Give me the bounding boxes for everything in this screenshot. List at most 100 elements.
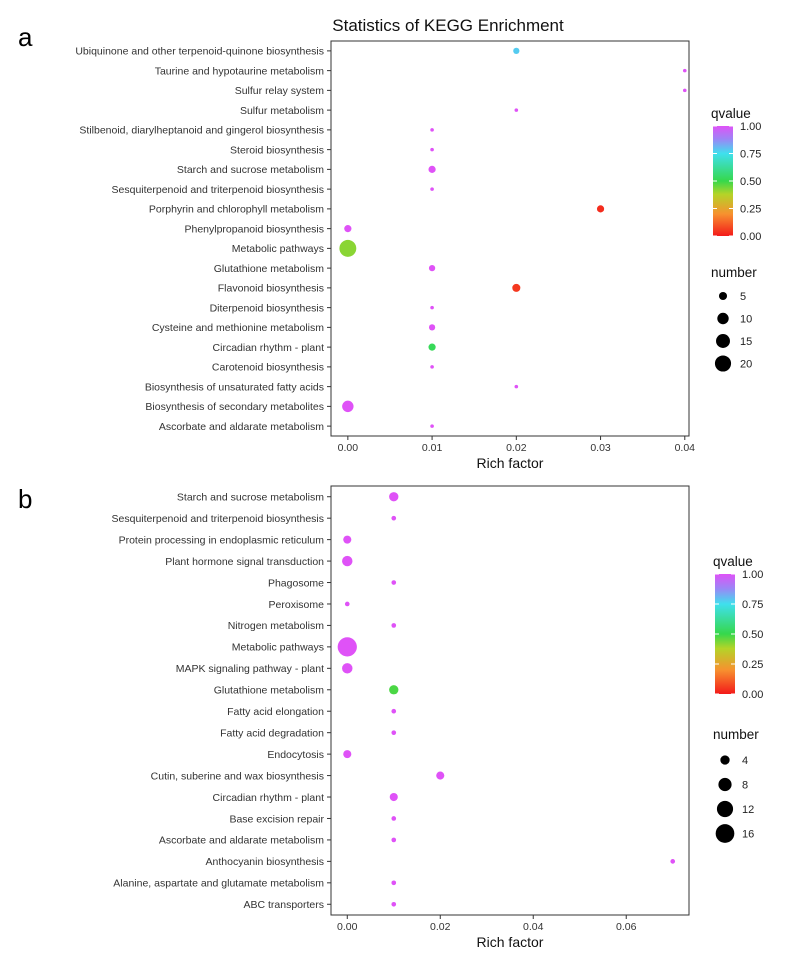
panel-a-point: [596, 205, 605, 213]
panel-a-point: [682, 68, 687, 73]
panel-b-x-tick-label: 0.02: [430, 921, 451, 933]
panel-b-point: [391, 837, 397, 843]
panel-a-point: [430, 365, 434, 369]
panel-b-point: [389, 792, 398, 802]
panel-b-point: [391, 901, 397, 907]
panel-a-qvalue-legend-label: 0.50: [740, 176, 761, 188]
panel-b-number-legend-dot: [718, 777, 732, 792]
panel-b: Starch and sucrose metabolism Sesquiterpe…: [112, 485, 763, 950]
panel-a-pathway-label: Starch and sucrose metabolism: [177, 164, 324, 176]
panel-a-pathway-label: Sulfur relay system: [235, 85, 325, 97]
panel-a-pathway-label: Stilbenoid, diarylheptanoid and gingerol…: [79, 125, 324, 137]
panel-a-point: [428, 165, 436, 173]
panel-b-pathway-label: Phagosome: [268, 577, 324, 589]
panel-b-point: [391, 708, 397, 714]
panel-a-number-legend-title: number: [711, 265, 757, 280]
panel-b-pathway-label: Ascorbate and aldarate metabolism: [159, 835, 324, 847]
panel-a-pathway-label: Metabolic pathways: [232, 243, 324, 255]
panel-b-number-legend-dot: [716, 800, 734, 818]
panel-b-point: [670, 859, 676, 864]
panel-a-plot-frame: [330, 40, 690, 437]
panel-a-point: [339, 239, 357, 257]
panel-a-pathway-label: Carotenoid biosynthesis: [212, 362, 324, 374]
panel-a-qvalue-legend-label: 0.00: [740, 231, 761, 243]
panel-b-point: [391, 816, 397, 821]
panel-b-point: [342, 663, 353, 674]
panel-b-plot-frame: [330, 485, 690, 916]
panel-b-pathway-label: Protein processing in endoplasmic reticu…: [119, 534, 325, 546]
panel-a-pathway-label: Sulfur metabolism: [240, 105, 324, 117]
panel-a-pathway-label: Cysteine and methionine metabolism: [152, 322, 324, 334]
panel-b-point: [389, 685, 399, 695]
panel-b-pathway-label: Cutin, suberine and wax biosynthesis: [151, 770, 324, 782]
panel-b-pathway-label: Metabolic pathways: [232, 642, 324, 654]
panel-b-point: [389, 492, 399, 502]
panel-a-x-tick-label: 0.03: [590, 442, 611, 454]
panel-b-number-legend-dot: [715, 824, 735, 843]
panel-a-pathway-label: Taurine and hypotaurine metabolism: [155, 65, 325, 77]
panel-b-point: [343, 750, 352, 759]
panel-b-number-legend-title: number: [713, 727, 759, 742]
panel-a-pathway-label: Steroid biosynthesis: [230, 144, 324, 156]
panel-a-pathway-label: Diterpenoid biosynthesis: [210, 302, 324, 314]
panel-b-qvalue-legend-label: 1.00: [742, 569, 763, 581]
panel-a-point: [514, 108, 519, 112]
panel-a-number-legend-label: 10: [740, 314, 752, 326]
panel-a-pathway-label: Phenylpropanoid biosynthesis: [184, 223, 324, 235]
panel-a-x-tick-label: 0.02: [506, 442, 527, 454]
panel-a-qvalue-legend-title: qvalue: [711, 106, 751, 121]
panel-a-title: Statistics of KEGG Enrichment: [332, 16, 564, 35]
panel-a-number-legend-dot: [714, 355, 732, 372]
panel-b-pathway-label: Starch and sucrose metabolism: [177, 492, 324, 504]
panel-a-point: [512, 283, 521, 292]
panel-a-pathway-label: Biosynthesis of unsaturated fatty acids: [145, 381, 324, 393]
panel-b-pathway-label: Sesquiterpenoid and triterpenoid biosynt…: [112, 513, 324, 525]
panel-a-x-axis-title: Rich factor: [477, 455, 544, 471]
panel-a-number-legend-dot: [717, 312, 729, 325]
panel-b-number-legend-label: 8: [742, 780, 748, 792]
panel-b-pathway-label: Fatty acid degradation: [220, 727, 324, 739]
panel-b-point: [343, 535, 352, 544]
panel-a-qvalue-legend-label: 0.75: [740, 149, 761, 161]
panel-b-qvalue-legend-label: 0.50: [742, 629, 763, 641]
panel-a-point: [428, 343, 436, 351]
panel-a-qvalue-legend-label: 1.00: [740, 121, 761, 133]
panel-b-point: [391, 730, 397, 736]
panel-b-point: [344, 601, 350, 607]
panel-b-qvalue-legend-title: qvalue: [713, 554, 753, 569]
panel-b-point: [342, 555, 353, 567]
panel-a-point: [428, 324, 436, 331]
panel-a-pathway-label: Glutathione metabolism: [214, 263, 325, 275]
panel-a-x-tick-label: 0.01: [422, 442, 443, 454]
panel-b-number-legend-label: 12: [742, 804, 754, 816]
panel-a-point: [342, 400, 354, 413]
panel-b-qvalue-colorbar: [715, 574, 735, 694]
panel-b-x-tick-label: 0.06: [616, 921, 637, 933]
panel-a-pathway-label: Ubiquinone and other terpenoid-quinone b…: [75, 46, 324, 58]
panel-b-number-legend-dot: [720, 755, 730, 765]
panel-b-point: [391, 515, 397, 521]
panel-a-point: [430, 128, 434, 132]
panel-b-pathway-label: Base excision repair: [229, 813, 324, 825]
panel-a-pathway-label: Ascorbate and aldarate metabolism: [159, 421, 324, 433]
panel-a-point: [682, 88, 687, 93]
panel-a-x-tick-label: 0.00: [338, 442, 359, 454]
panel-a-pathway-label: Flavonoid biosynthesis: [218, 283, 324, 295]
panel-b-point: [391, 880, 397, 886]
panel-a-pathway-label: Sesquiterpenoid and triterpenoid biosynt…: [112, 184, 324, 196]
panel-a-number-legend-dot: [716, 334, 730, 348]
panel-a-qvalue-legend-label: 0.25: [740, 204, 761, 216]
panel-b-x-tick-label: 0.00: [337, 921, 358, 933]
panel-a-pathway-label: Circadian rhythm - plant: [213, 342, 325, 354]
panel-b-x-tick-label: 0.04: [523, 921, 544, 933]
panel-a-qvalue-colorbar: [713, 126, 733, 236]
panel-a-point: [430, 187, 434, 191]
panel-b-pathway-label: Glutathione metabolism: [214, 685, 325, 697]
panel-b-pathway-label: Anthocyanin biosynthesis: [206, 856, 325, 868]
panel-b-pathway-label: Nitrogen metabolism: [228, 620, 325, 632]
panel-a: Ubiquinone and other terpenoid-quinone b…: [75, 40, 761, 471]
panel-b-pathway-label: Peroxisome: [269, 599, 325, 611]
panel-a-point: [430, 147, 434, 152]
panel-b-point: [391, 580, 397, 585]
